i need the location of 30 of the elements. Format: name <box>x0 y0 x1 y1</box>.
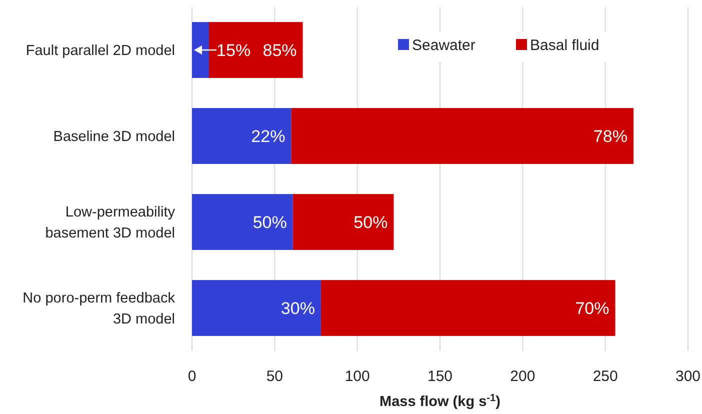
y-tick-label: Baseline 3D model <box>53 129 175 145</box>
x-tick-label: 200 <box>510 368 536 385</box>
x-tick-label: 250 <box>592 368 618 385</box>
legend-label: Seawater <box>412 37 476 54</box>
annotation: 70% <box>575 299 610 318</box>
x-axis-title: Mass flow (kg s$^{-1}$) <box>379 392 501 410</box>
annotation: 30% <box>280 299 315 318</box>
annotation: 50% <box>252 213 287 232</box>
annotation: 50% <box>354 213 388 232</box>
annotation: 85% <box>262 41 297 60</box>
annotation: 15% <box>216 41 251 60</box>
bar <box>192 108 292 164</box>
x-tick-label: 300 <box>675 368 701 385</box>
bar <box>208 22 303 78</box>
bar <box>320 280 616 336</box>
bar <box>192 194 293 250</box>
x-tick-label: 100 <box>344 368 370 385</box>
x-tick-label: 50 <box>266 368 284 385</box>
annotation: 78% <box>593 127 628 146</box>
y-tick-label: No poro-perm feedback 3D model <box>22 290 176 328</box>
y-tick-label: Low-permeability basement 3D model <box>45 204 176 242</box>
bar <box>192 22 209 78</box>
bar <box>292 194 394 250</box>
x-tick-label: 0 <box>188 368 196 385</box>
bar <box>291 108 634 164</box>
annotation: 22% <box>251 127 286 146</box>
y-tick-label: Fault parallel 2D model <box>26 43 175 59</box>
bar <box>192 280 321 336</box>
x-tick-label: 150 <box>427 368 453 385</box>
legend-label: Basal fluid <box>530 37 600 54</box>
